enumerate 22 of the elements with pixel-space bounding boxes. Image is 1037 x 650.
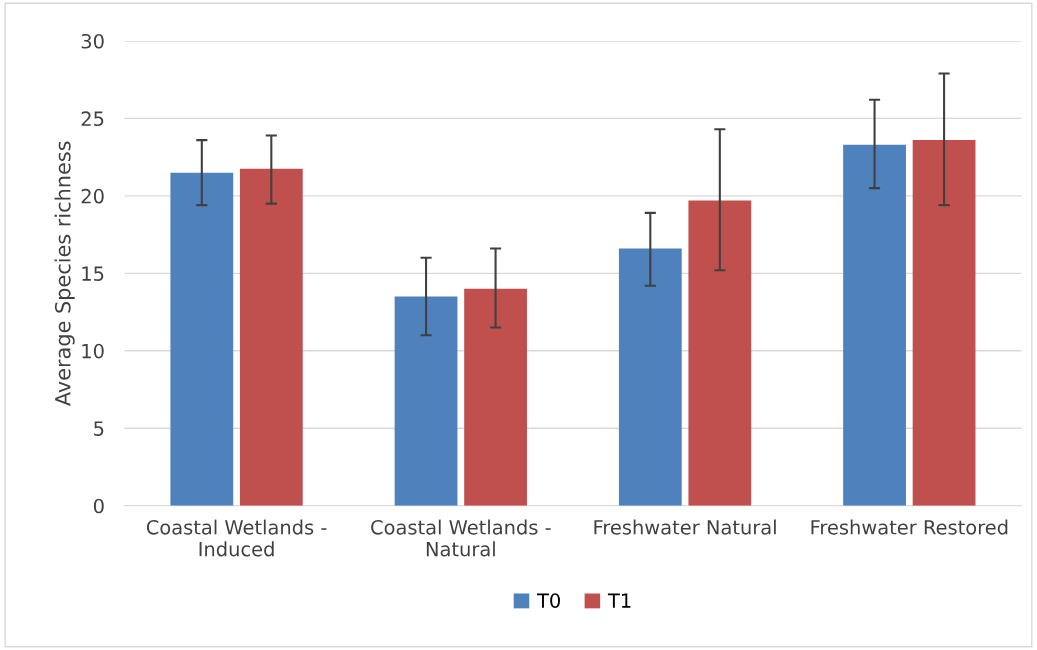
bar bbox=[688, 200, 752, 506]
x-tick-label: Freshwater Natural bbox=[594, 519, 776, 535]
y-tick-label: 10 bbox=[82, 343, 104, 359]
bar bbox=[170, 172, 234, 506]
bar bbox=[394, 296, 458, 506]
y-tick-label: 30 bbox=[81, 33, 104, 49]
y-tick-label: 20 bbox=[81, 188, 104, 204]
bar bbox=[912, 140, 976, 506]
y-tick-label: 15 bbox=[82, 266, 104, 281]
bar bbox=[843, 144, 906, 506]
y-tick-label: 0 bbox=[93, 498, 104, 514]
legend-label: T1 bbox=[607, 593, 631, 608]
y-tick-label: 25 bbox=[81, 111, 104, 127]
y-axis-title: Average Species richness bbox=[54, 141, 75, 407]
bar bbox=[239, 168, 303, 506]
bar bbox=[464, 288, 527, 506]
bar bbox=[618, 248, 682, 506]
y-tick-label: 5 bbox=[94, 421, 104, 436]
x-tick-label: Coastal Wetlands - Induced bbox=[146, 519, 327, 557]
x-tick-label: Freshwater Restored bbox=[811, 519, 1008, 535]
x-tick-label: Coastal Wetlands - Natural bbox=[371, 519, 551, 557]
legend-label: T0 bbox=[536, 593, 560, 608]
